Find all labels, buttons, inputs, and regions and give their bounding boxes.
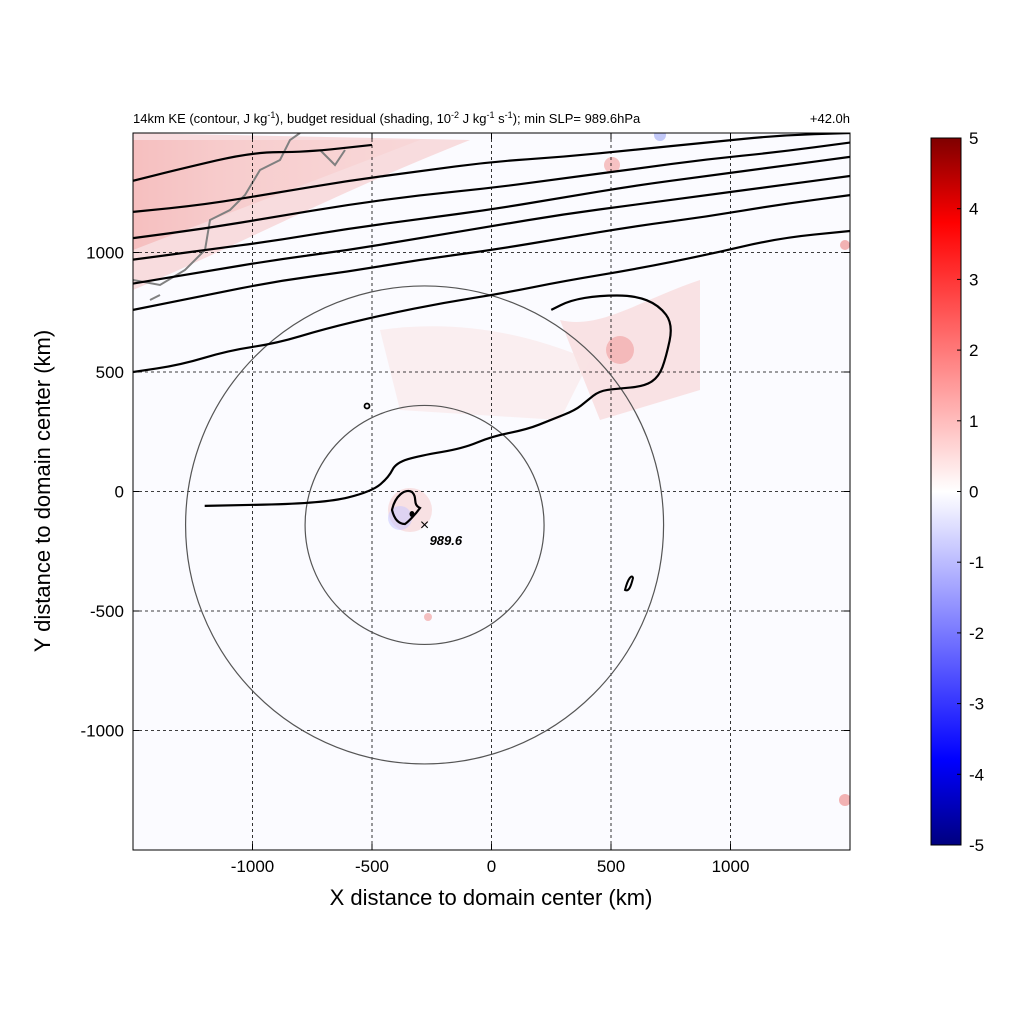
colorbar-tick-label: 5	[969, 129, 978, 148]
jet-contour-7	[133, 229, 850, 374]
jet-contour-6	[133, 194, 850, 311]
chart-time-label: +42.0h	[810, 111, 850, 126]
colorbar-tick-label: -5	[969, 836, 984, 855]
colorbar-tick-label: -1	[969, 553, 984, 572]
jet-contour-4	[133, 155, 850, 261]
y-tick-label: 0	[115, 483, 124, 502]
jet-contour-2	[133, 133, 850, 213]
colorbar-gradient	[930, 137, 962, 846]
y-tick-label: 500	[96, 363, 124, 382]
plot-area	[133, 133, 850, 850]
y-axis: -1000 -500 0 500 1000	[81, 244, 850, 741]
colorbar-ticks: 5 4 3 2 1 0 -1 -2 -3 -4 -5	[957, 129, 984, 855]
storm-center-cross: ×	[420, 517, 429, 534]
colorbar-tick-label: -3	[969, 695, 984, 714]
x-tick-label: 1000	[712, 857, 750, 876]
jet-contour-1	[133, 143, 373, 182]
x-axis: -1000 -500 0 500 1000	[231, 133, 750, 876]
jet-contour-3	[133, 141, 850, 240]
x-tick-label: 500	[597, 857, 625, 876]
range-circle	[304, 404, 545, 646]
chart-title: 14km KE (contour, J kg-1), budget residu…	[133, 110, 641, 126]
colorbar-tick-label: 0	[969, 483, 978, 502]
range-circles	[184, 285, 665, 765]
y-tick-label: 1000	[86, 244, 124, 263]
colorbar: 5 4 3 2 1 0 -1 -2 -3 -4 -5	[930, 129, 984, 855]
ke-contours	[133, 133, 850, 507]
y-tick-label: -500	[90, 602, 124, 621]
x-tick-label: -500	[355, 857, 389, 876]
y-axis-label: Y distance to domain center (km)	[30, 330, 55, 652]
x-axis-label: X distance to domain center (km)	[330, 885, 653, 910]
colorbar-tick-label: 2	[969, 341, 978, 360]
jet-contour-5	[133, 174, 850, 285]
colorbar-tick-label: 1	[969, 412, 978, 431]
storm-center-marker: × 989.6	[420, 517, 463, 548]
colorbar-tick-label: 4	[969, 200, 978, 219]
storm-center-label: 989.6	[430, 533, 463, 548]
x-tick-label: 0	[487, 857, 496, 876]
colorbar-tick-label: 3	[969, 270, 978, 289]
colorbar-tick-label: -4	[969, 765, 984, 784]
x-tick-label: -1000	[231, 857, 274, 876]
y-tick-label: -1000	[81, 722, 124, 741]
coastline	[133, 133, 346, 301]
colorbar-tick-label: -2	[969, 624, 984, 643]
trough-contour	[204, 294, 672, 507]
range-circle	[184, 285, 665, 765]
plot-background	[133, 133, 850, 850]
storm-inner-contour	[363, 402, 635, 592]
